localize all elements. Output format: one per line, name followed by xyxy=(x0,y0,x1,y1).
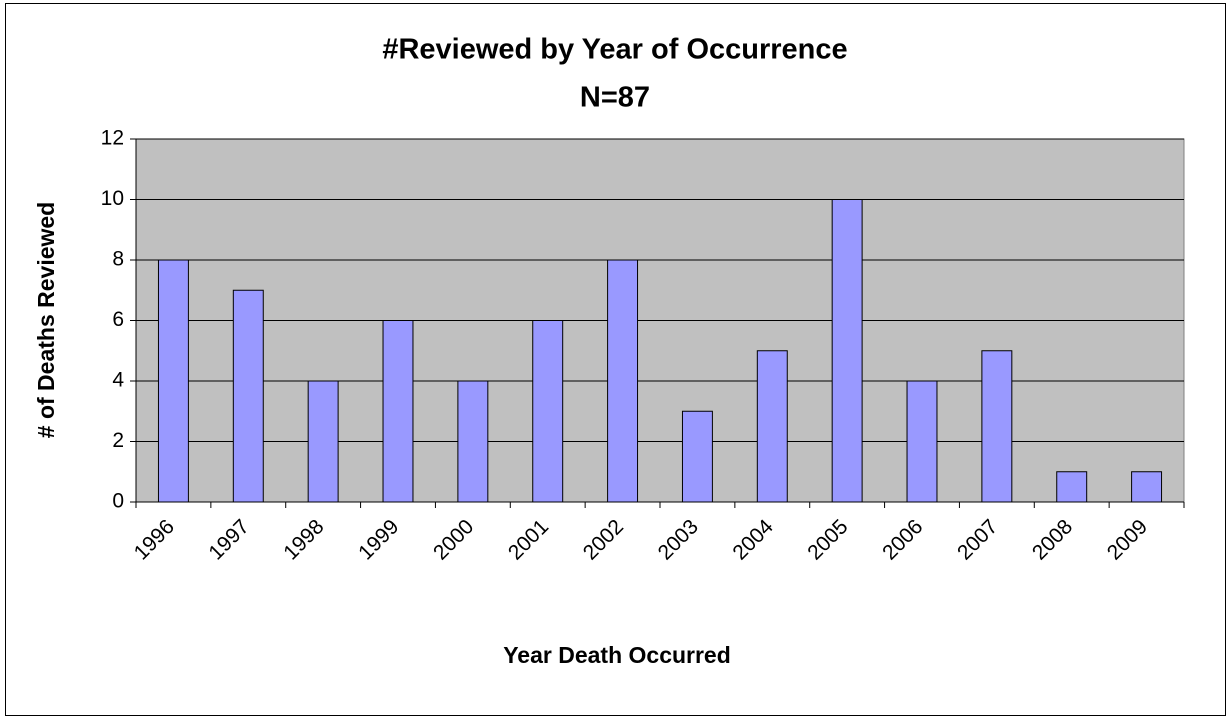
bar xyxy=(382,320,414,503)
bar xyxy=(532,320,564,503)
y-tick-label: 10 xyxy=(101,187,124,210)
bar xyxy=(906,380,938,503)
bar xyxy=(756,350,788,503)
chart-subtitle: N=87 xyxy=(580,82,650,114)
bar xyxy=(307,380,339,503)
bar xyxy=(1131,471,1163,503)
bar xyxy=(232,289,264,503)
bar xyxy=(457,380,489,503)
y-axis-title: # of Deaths Reviewed xyxy=(33,202,59,438)
bar xyxy=(1056,471,1088,503)
bar xyxy=(681,410,713,503)
y-tick-label: 4 xyxy=(112,369,124,392)
chart-title: #Reviewed by Year of Occurrence xyxy=(382,34,847,66)
y-tick-label: 12 xyxy=(101,127,124,150)
y-tick-label: 8 xyxy=(112,248,124,271)
bar xyxy=(157,259,189,503)
x-axis-title: Year Death Occurred xyxy=(503,642,731,668)
bar xyxy=(831,199,863,503)
y-tick-label: 2 xyxy=(112,429,124,452)
y-tick-label: 0 xyxy=(112,490,124,513)
y-tick-label: 6 xyxy=(112,308,124,331)
bar xyxy=(981,350,1013,503)
bar xyxy=(607,259,639,503)
